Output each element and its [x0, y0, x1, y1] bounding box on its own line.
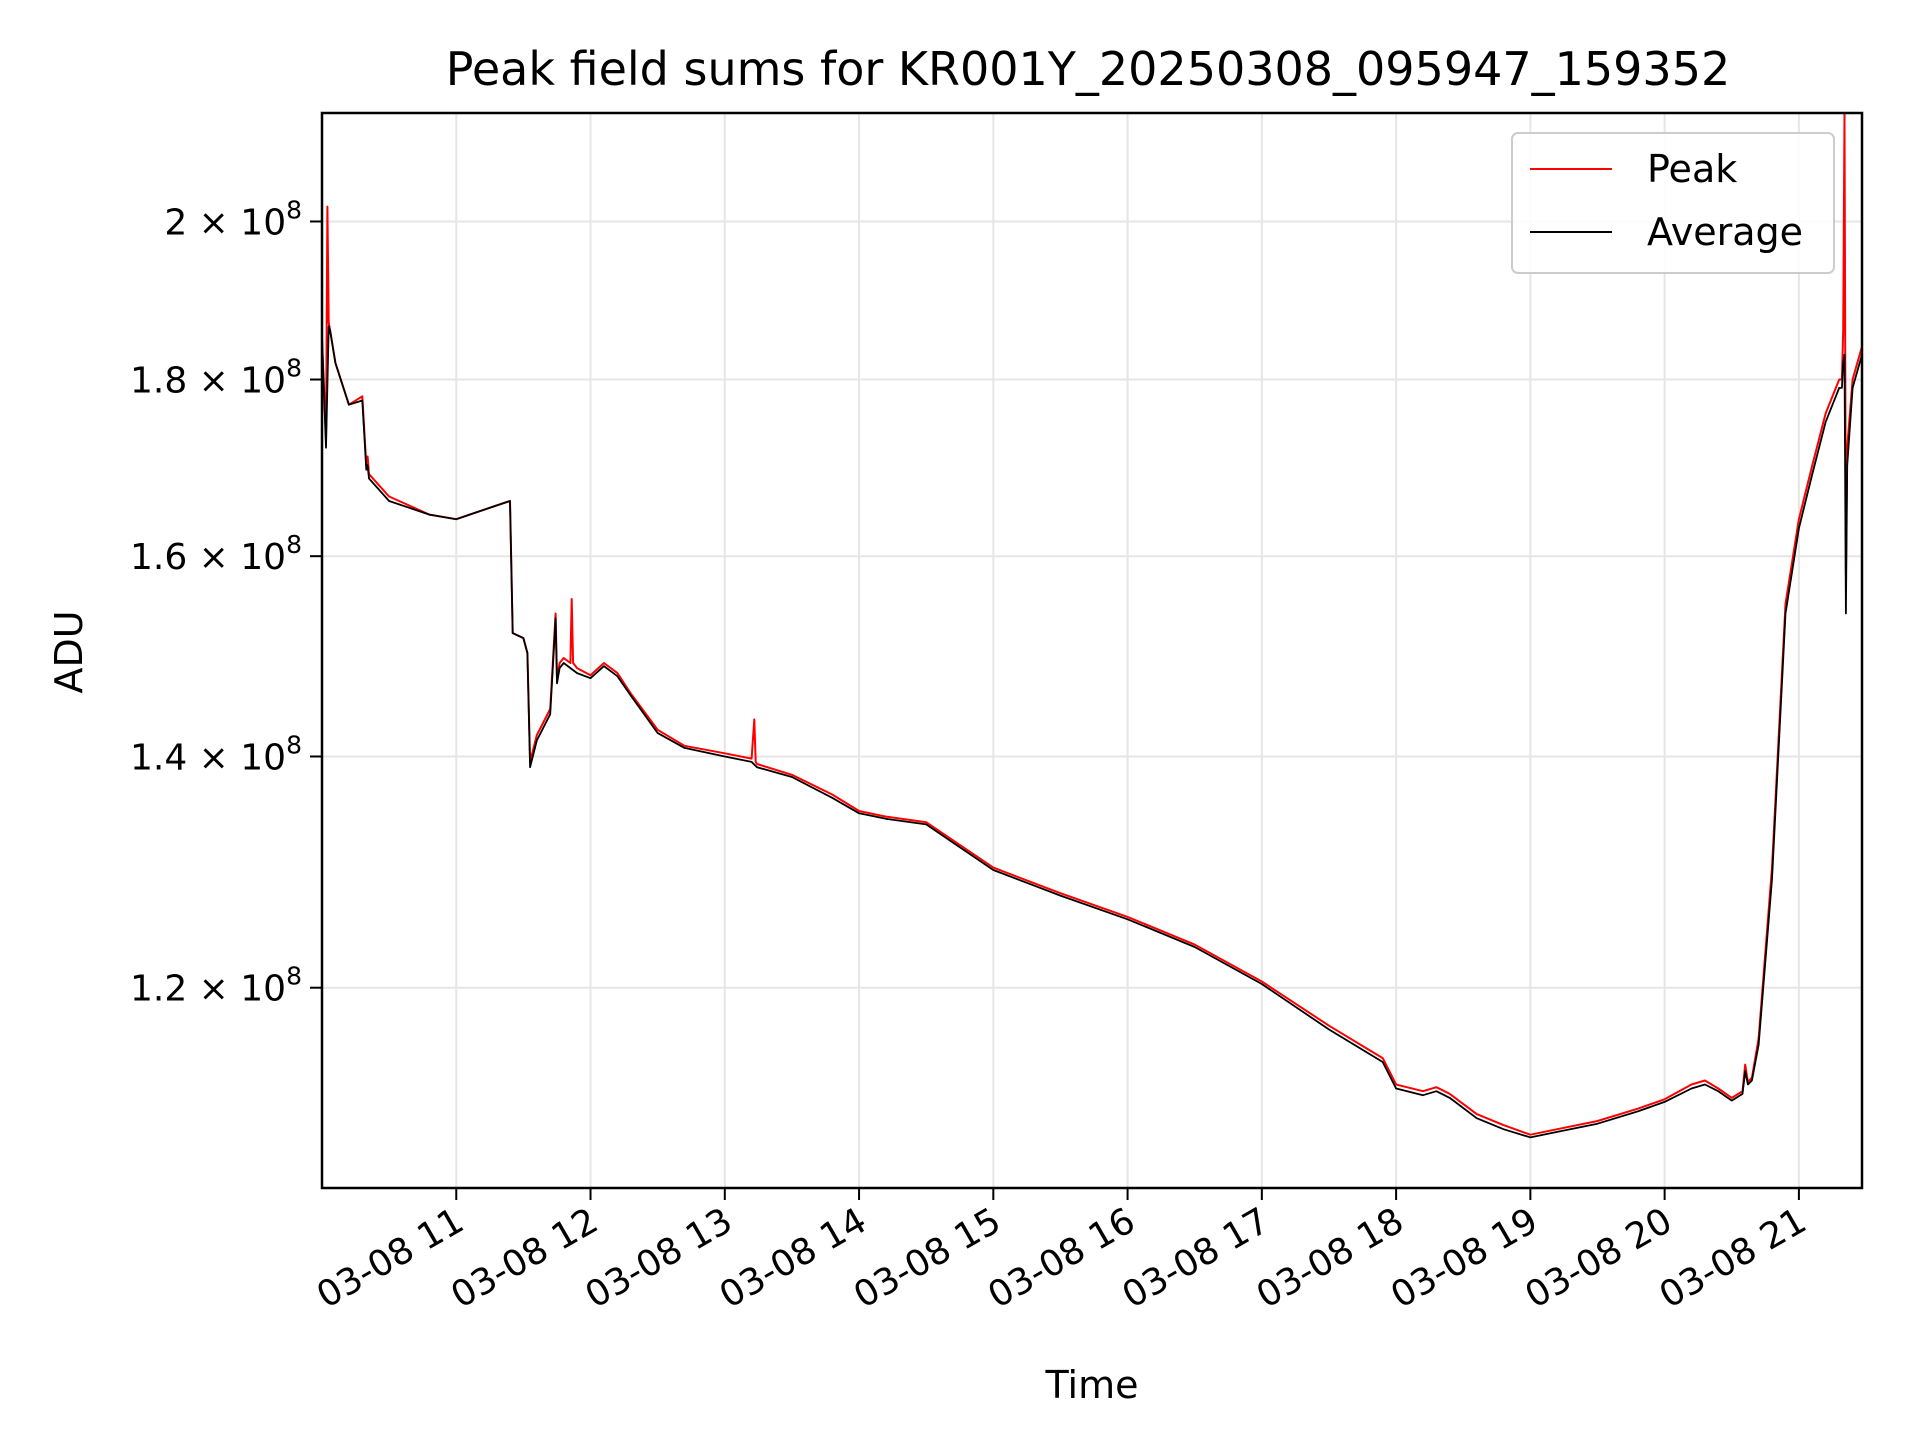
chart-title: Peak field sums for KR001Y_20250308_0959… — [446, 42, 1730, 96]
legend-label: Peak — [1647, 147, 1737, 191]
series-line-average — [321, 325, 1863, 1139]
y-tick-label: 1.4 × 108 — [130, 730, 302, 778]
plot-frame — [320, 111, 1864, 1190]
y-axis: 1.2 × 108 1.4 × 108 1.6 × 108 1.8 × 108 2 × … — [130, 195, 322, 1010]
legend: Peak Average — [1511, 132, 1835, 274]
y-tick-label: 2 × 108 — [164, 195, 302, 243]
legend-label: Average — [1647, 210, 1803, 254]
y-tick-label: 1.6 × 108 — [130, 530, 302, 578]
series-layer — [321, 112, 1863, 1139]
y-tick-label: 1.2 × 108 — [130, 962, 302, 1010]
y-axis-label: ADU — [47, 610, 91, 693]
y-tick-label: 1.8 × 108 — [130, 354, 302, 402]
grid-lines — [322, 113, 1862, 1188]
x-axis-label: Time — [1045, 1363, 1139, 1407]
